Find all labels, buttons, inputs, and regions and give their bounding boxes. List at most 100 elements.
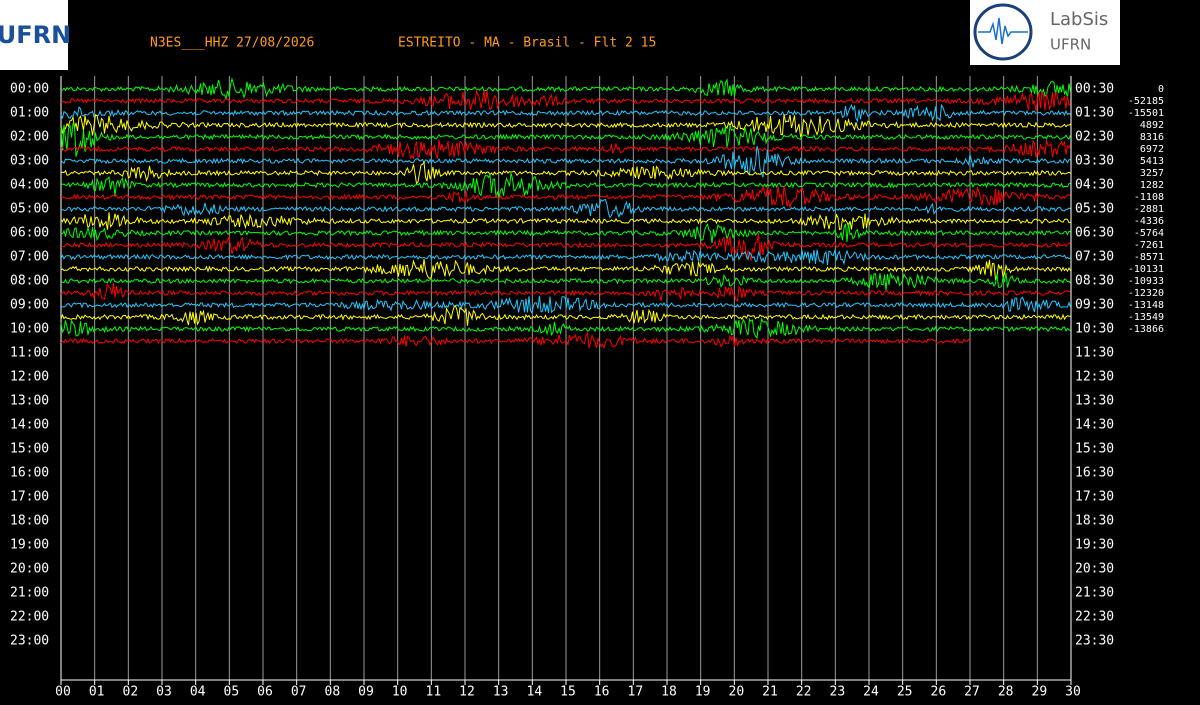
- x-tick-label: 04: [190, 685, 206, 700]
- left-time-label: 10:00: [10, 322, 49, 337]
- left-time-label: 00:00: [10, 82, 49, 97]
- trace-offset: 3257: [1140, 168, 1164, 179]
- right-time-label: 11:30: [1075, 346, 1114, 361]
- right-time-label: 12:30: [1075, 370, 1114, 385]
- trace-offset: -52185: [1128, 96, 1164, 107]
- seismic-trace: [60, 198, 1071, 219]
- ufrn-logo: [0, 0, 68, 70]
- right-time-label: 05:30: [1075, 202, 1114, 217]
- x-tick-label: 07: [291, 685, 307, 700]
- seismic-trace: [60, 232, 1071, 261]
- left-time-label: 02:00: [10, 130, 49, 145]
- seismic-trace: [60, 212, 1071, 231]
- x-tick-label: 03: [156, 685, 172, 700]
- left-time-label: 14:00: [10, 418, 49, 433]
- trace-offset: -1108: [1134, 192, 1164, 203]
- labsis-wave: [978, 17, 1028, 45]
- seismic-trace: [60, 145, 1071, 178]
- left-time-label: 16:00: [10, 466, 49, 481]
- left-time-label: 03:00: [10, 154, 49, 169]
- seismic-trace: [60, 282, 1071, 302]
- x-tick-label: 28: [998, 685, 1014, 700]
- left-time-label: 11:00: [10, 346, 49, 361]
- x-tick-label: 17: [628, 685, 644, 700]
- right-time-label: 07:30: [1075, 250, 1114, 265]
- seismic-trace: [60, 222, 1071, 243]
- seismic-trace: [60, 160, 1071, 186]
- x-tick-label: 14: [527, 685, 543, 700]
- left-time-label: 13:00: [10, 394, 49, 409]
- trace-offset: 4892: [1140, 120, 1164, 131]
- seismic-trace: [60, 295, 1071, 315]
- left-time-label: 12:00: [10, 370, 49, 385]
- x-tick-label: 15: [560, 685, 576, 700]
- right-time-label: 23:30: [1075, 634, 1114, 649]
- x-tick-label: 26: [931, 685, 947, 700]
- x-tick-label: 09: [358, 685, 374, 700]
- trace-offset: -4336: [1134, 216, 1164, 227]
- x-tick-label: 13: [493, 685, 509, 700]
- right-time-label: 10:30: [1075, 322, 1114, 337]
- seismic-trace: [60, 103, 1071, 123]
- left-time-label: 20:00: [10, 562, 49, 577]
- trace-offset: 8316: [1140, 132, 1164, 143]
- left-time-label: 19:00: [10, 538, 49, 553]
- left-time-label: 01:00: [10, 106, 49, 121]
- trace-offset: 6972: [1140, 144, 1164, 155]
- right-time-label: 13:30: [1075, 394, 1114, 409]
- x-tick-label: 21: [762, 685, 778, 700]
- left-time-label: 22:00: [10, 610, 49, 625]
- right-time-label: 20:30: [1075, 562, 1114, 577]
- ufrn-logo-text: UFRN: [0, 21, 71, 49]
- station-label: N3ES___HHZ 27/08/2026: [150, 36, 314, 51]
- left-time-label: 21:00: [10, 586, 49, 601]
- seismic-trace: [60, 304, 1071, 326]
- trace-offset: 1282: [1140, 180, 1164, 191]
- right-time-label: 02:30: [1075, 130, 1114, 145]
- seismic-trace: [60, 77, 1071, 101]
- right-time-label: 17:30: [1075, 490, 1114, 505]
- trace-offset: -13549: [1128, 312, 1164, 323]
- right-time-label: 19:30: [1075, 538, 1114, 553]
- x-tick-label: 12: [459, 685, 475, 700]
- seismic-trace: [60, 123, 1071, 157]
- x-tick-label: 30: [1065, 685, 1081, 700]
- trace-offset: 5413: [1140, 156, 1164, 167]
- right-time-label: 04:30: [1075, 178, 1114, 193]
- x-tick-label: 08: [325, 685, 341, 700]
- left-time-label: 07:00: [10, 250, 49, 265]
- seismic-trace: [60, 331, 971, 350]
- left-time-label: 08:00: [10, 274, 49, 289]
- location-label: ESTREITO - MA - Brasil - Flt 2 15: [398, 36, 656, 51]
- left-time-label: 17:00: [10, 490, 49, 505]
- trace-offset: -12320: [1128, 288, 1164, 299]
- trace-offset: -2881: [1134, 204, 1164, 215]
- trace-offset: -7261: [1134, 240, 1164, 251]
- right-time-label: 03:30: [1075, 154, 1114, 169]
- trace-offset: -8571: [1134, 252, 1164, 263]
- seismic-trace: [60, 185, 1071, 210]
- left-time-label: 18:00: [10, 514, 49, 529]
- trace-offset: -15501: [1128, 108, 1164, 119]
- right-time-label: 18:30: [1075, 514, 1114, 529]
- left-time-label: 15:00: [10, 442, 49, 457]
- seismic-trace: [60, 114, 1071, 138]
- right-time-label: 06:30: [1075, 226, 1114, 241]
- seismic-trace: [60, 259, 1071, 281]
- left-time-label: 05:00: [10, 202, 49, 217]
- right-time-label: 15:30: [1075, 442, 1114, 457]
- x-tick-label: 24: [863, 685, 879, 700]
- right-time-label: 09:30: [1075, 298, 1114, 313]
- seismic-trace: [60, 272, 1071, 291]
- left-time-label: 04:00: [10, 178, 49, 193]
- trace-offset: -5764: [1134, 228, 1164, 239]
- x-tick-label: 29: [1032, 685, 1048, 700]
- right-time-label: 01:30: [1075, 106, 1114, 121]
- x-tick-label: 00: [55, 685, 71, 700]
- x-tick-label: 10: [392, 685, 408, 700]
- labsis-subtitle: UFRN: [1050, 36, 1091, 54]
- x-tick-label: 23: [830, 685, 846, 700]
- trace-offset: 0: [1158, 84, 1164, 95]
- labsis-emblem: [973, 3, 1033, 61]
- seismic-trace: [60, 139, 1071, 160]
